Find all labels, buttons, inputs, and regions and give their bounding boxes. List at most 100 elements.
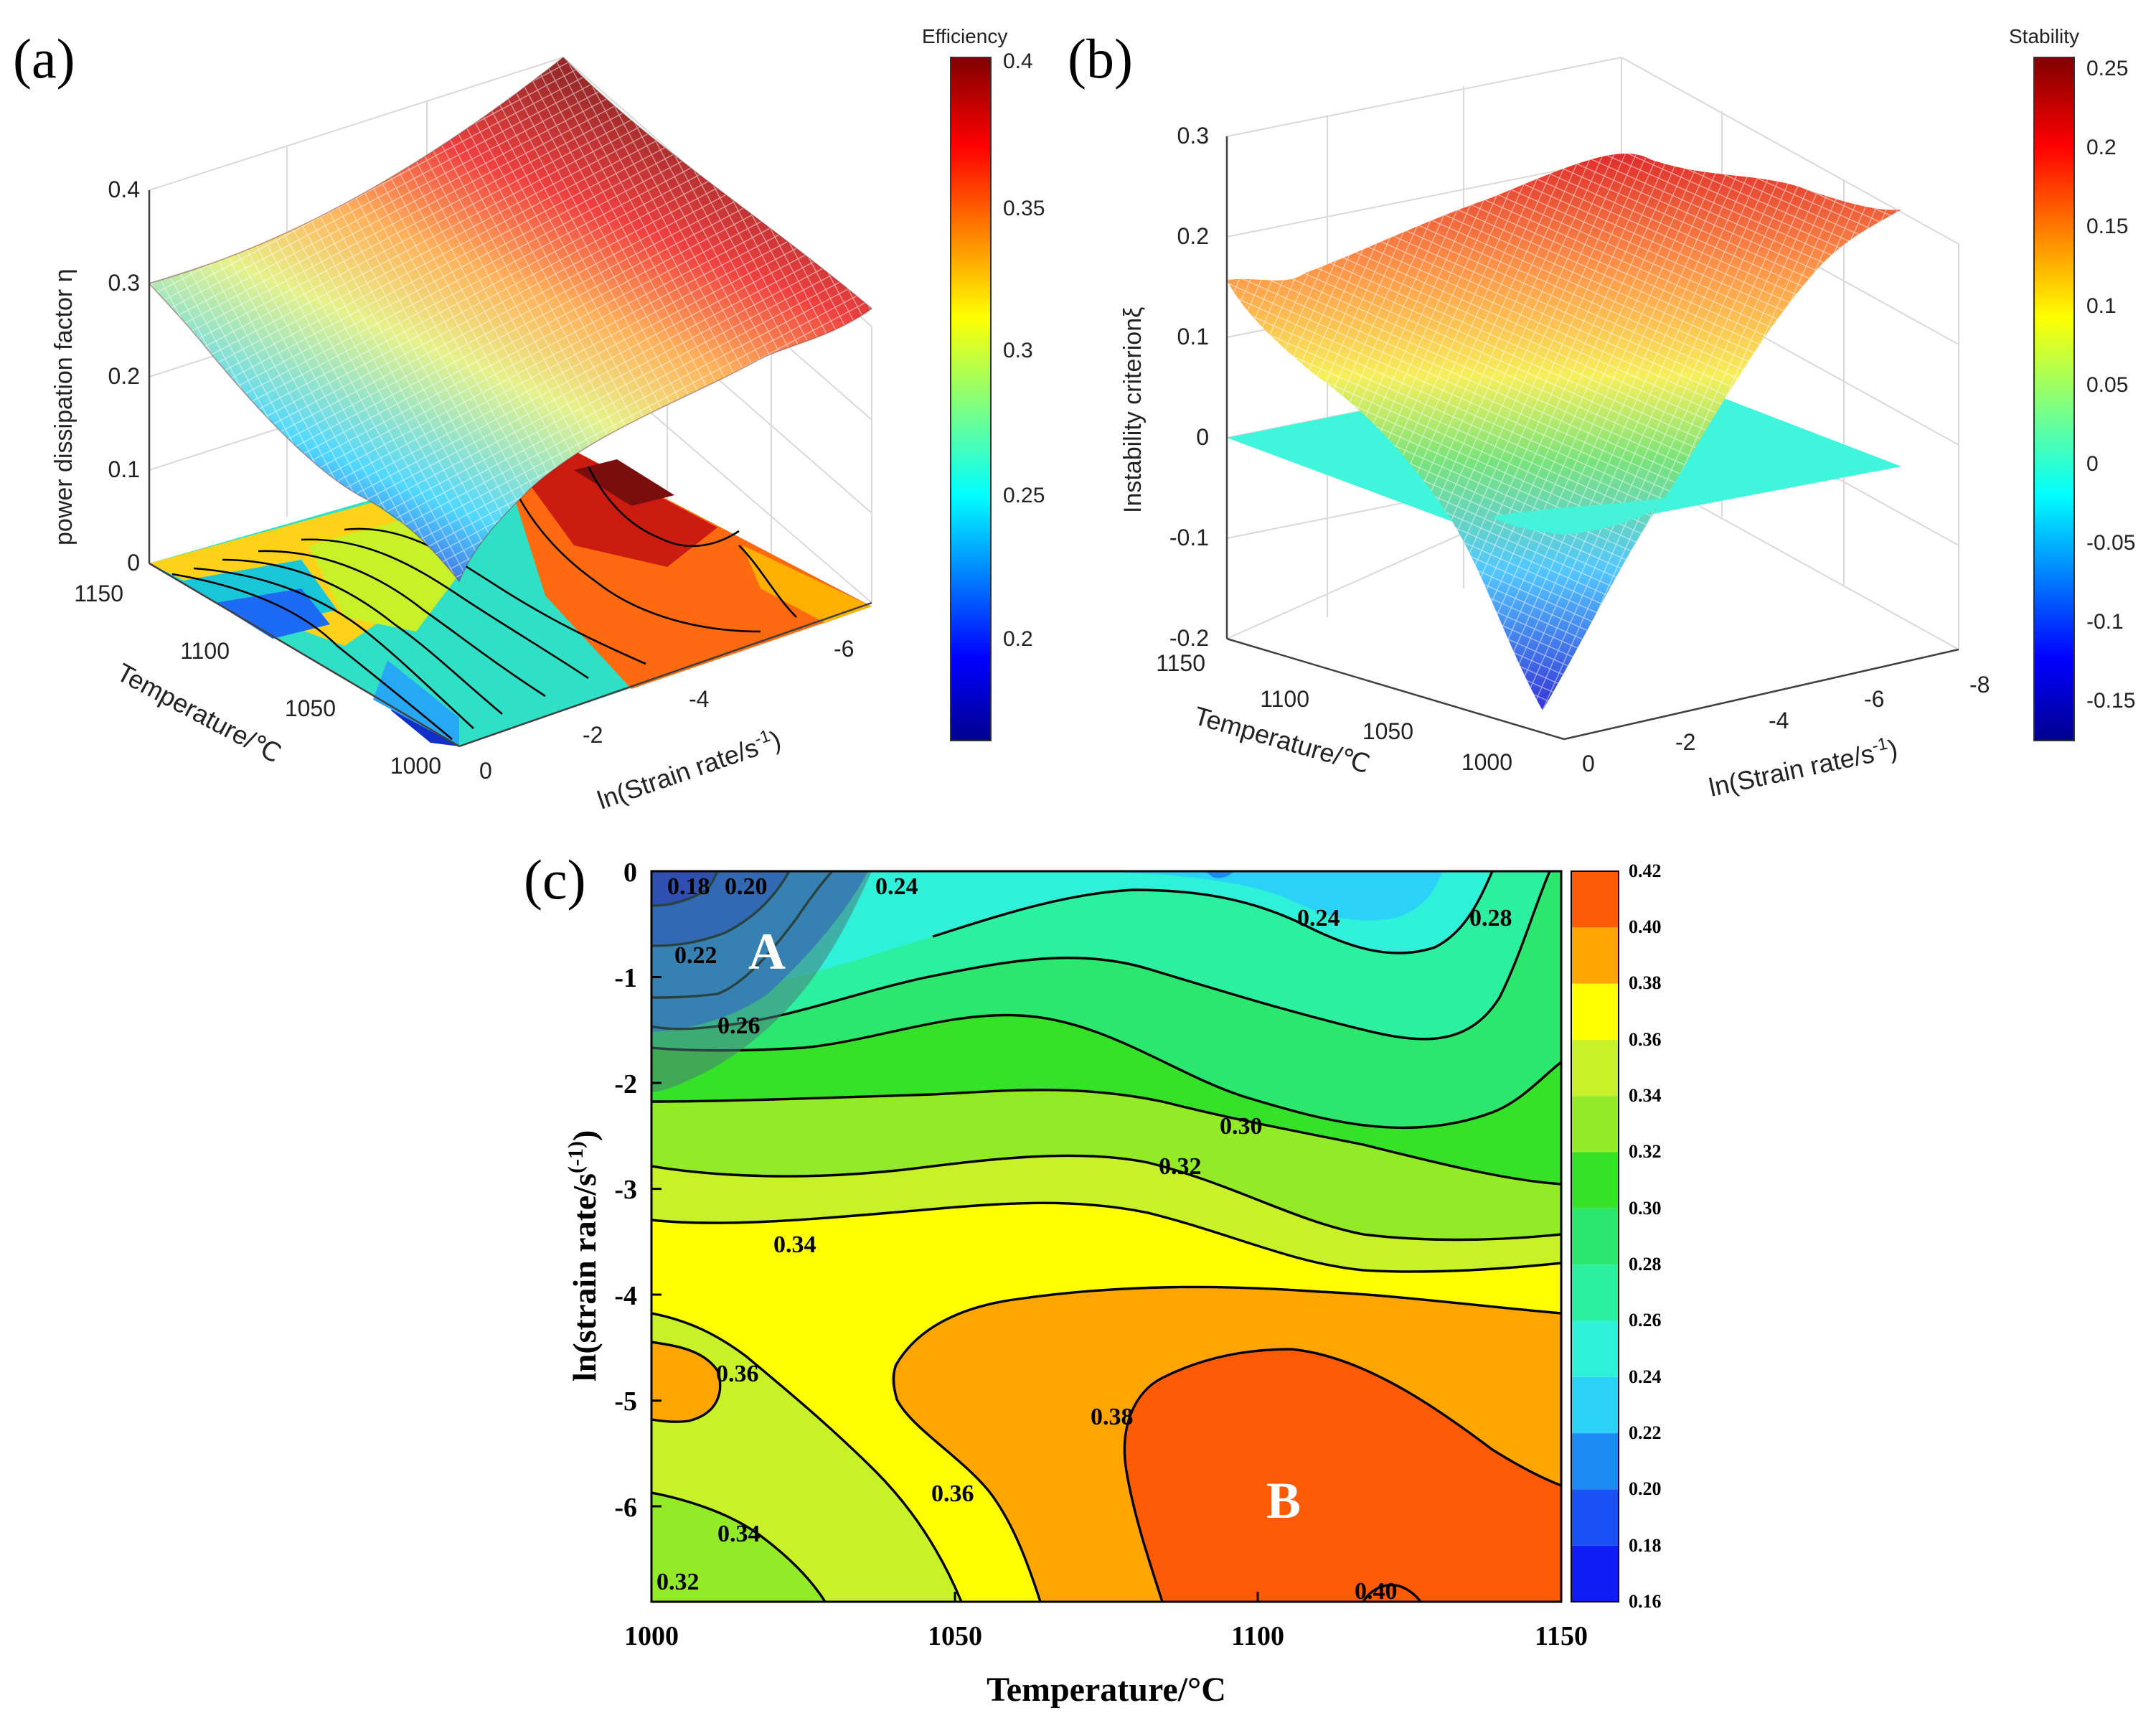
panel-a-surface xyxy=(148,56,873,583)
panel-b-ylabel: ln(Strain rate/s-1) xyxy=(1706,732,1901,802)
panel-a-zlabel: power dissipation factor η xyxy=(50,268,77,545)
panel-b-z-tick: 0 xyxy=(1196,424,1209,450)
panel-c-colorbar-tick: 0.34 xyxy=(1629,1085,1662,1106)
panel-b-z-tick: -0.1 xyxy=(1169,525,1209,550)
panel-c-colorbar-tick: 0.20 xyxy=(1629,1478,1662,1499)
panel-c-y-tick: -2 xyxy=(614,1069,637,1099)
panel-b-colorbar-tick: -0.05 xyxy=(2086,531,2135,555)
panel-b-y-tick: -2 xyxy=(1675,729,1695,755)
contour-label: 0.18 xyxy=(667,873,710,900)
panel-b-colorbar-title: Stability xyxy=(2009,25,2079,47)
colorbar-segment xyxy=(1571,1320,1619,1377)
panel-a-z-tick: 0.4 xyxy=(108,177,140,202)
panel-a-colorbar-title: Efficiency xyxy=(922,25,1007,47)
contour-label: 0.26 xyxy=(717,1013,761,1039)
panel-b-ylabel-main: ln(Strain rate/s xyxy=(1706,738,1877,802)
panel-b-colorbar xyxy=(2033,57,2075,741)
panel-b-x-tick: 1100 xyxy=(1260,686,1309,712)
panel-c-x-tick: 1000 xyxy=(624,1621,679,1651)
panel-c: (c) xyxy=(524,848,1662,1709)
colorbar-segment xyxy=(1571,1264,1619,1321)
panel-b-y-tick: -6 xyxy=(1864,686,1884,712)
panel-b-colorbar-tick: 0.25 xyxy=(2086,57,2128,80)
panel-c-colorbar-ticks: 0.42 0.40 0.38 0.36 0.34 0.32 0.30 0.28 … xyxy=(1629,860,1662,1612)
panel-a-label: (a) xyxy=(13,27,75,90)
panel-b-z-tick: 0.3 xyxy=(1177,123,1209,149)
panel-a-y-tick: 0 xyxy=(479,758,492,784)
colorbar-segment xyxy=(1571,1208,1619,1265)
panel-c-y-ticks: 0 -1 -2 -3 -4 -5 -6 xyxy=(614,858,637,1523)
panel-c-colorbar-tick: 0.26 xyxy=(1629,1310,1662,1330)
panel-c-colorbar-tick: 0.16 xyxy=(1629,1591,1662,1612)
panel-b-colorbar-tick: 0 xyxy=(2086,452,2099,476)
panel-b-z-tick: 0.1 xyxy=(1177,324,1209,349)
panel-b-axis-lines xyxy=(1225,136,1959,741)
panel-b-ylabel-close: ) xyxy=(1886,733,1900,764)
panel-a-colorbar-ticks: 0.4 0.35 0.3 0.25 0.2 xyxy=(1003,50,1045,651)
panel-a-y-tick: -6 xyxy=(834,636,854,662)
contour-label: 0.40 xyxy=(1355,1578,1398,1605)
panel-a-z-tick: 0 xyxy=(127,550,140,576)
colorbar-segment xyxy=(1571,1152,1619,1209)
panel-a-y-tick: -2 xyxy=(583,722,603,748)
panel-a-x-tick: 1000 xyxy=(390,753,441,779)
panel-c-colorbar-tick: 0.24 xyxy=(1629,1366,1662,1387)
panel-b-x-ticks: 1150 1100 1050 1000 xyxy=(1156,650,1512,775)
panel-c-y-tick: -4 xyxy=(614,1281,637,1311)
panel-c-colorbar-tick: 0.30 xyxy=(1629,1198,1662,1219)
colorbar-segment xyxy=(1571,1039,1619,1097)
contour-label: 0.32 xyxy=(1159,1153,1202,1180)
panel-c-colorbar-tick: 0.42 xyxy=(1629,860,1662,881)
contour-label: 0.28 xyxy=(1469,905,1512,931)
panel-a-colorbar-tick: 0.25 xyxy=(1003,484,1045,507)
colorbar-segment xyxy=(1571,1096,1619,1153)
panel-a-floor-contour xyxy=(149,445,872,746)
contour-label: 0.38 xyxy=(1091,1404,1134,1430)
colorbar-frame xyxy=(1571,870,1619,1602)
panel-c-y-tick-marks xyxy=(651,870,1259,1602)
panel-b-surface xyxy=(1227,153,1901,710)
colorbar-segment xyxy=(1571,871,1619,928)
panel-c-colorbar-tick: 0.18 xyxy=(1629,1535,1662,1556)
panel-c-y-tick: -5 xyxy=(614,1386,637,1417)
panel-a-colorbar-tick: 0.4 xyxy=(1003,50,1033,73)
panel-a-colorbar-tick: 0.3 xyxy=(1003,339,1033,362)
region-b-label: B xyxy=(1266,1472,1301,1529)
panel-b-colorbar-tick: 0.05 xyxy=(2086,373,2128,397)
panel-c-y-tick: 0 xyxy=(623,858,637,888)
panel-b-zlabel: Instability criterionξ xyxy=(1119,307,1147,513)
panel-c-colorbar-tick: 0.28 xyxy=(1629,1254,1662,1275)
panel-b-y-tick: 0 xyxy=(1582,751,1595,776)
panel-c-region-a-overlay xyxy=(651,871,872,1092)
panel-b-colorbar-tick: -0.1 xyxy=(2086,610,2124,634)
panel-a-xlabel: Temperature/℃ xyxy=(112,657,286,769)
panel-c-y-tick: -3 xyxy=(614,1175,637,1205)
panel-b-y-tick: -8 xyxy=(1969,672,1990,698)
panel-b-y-tick: -4 xyxy=(1769,708,1789,733)
panel-b-colorbar-tick: -0.15 xyxy=(2086,689,2135,713)
panel-a-ylabel-main: ln(Strain rate/s xyxy=(593,733,762,815)
panel-a-y-tick: -4 xyxy=(689,686,709,712)
panel-b-x-tick: 1050 xyxy=(1362,718,1413,744)
panel-c-x-tick: 1050 xyxy=(928,1621,982,1651)
contour-label: 0.34 xyxy=(717,1521,761,1547)
panel-b-z-tick: -0.2 xyxy=(1169,625,1209,651)
panel-a-axis-lines xyxy=(148,190,872,748)
panel-c-ylabel: ln(strain rate/s(-1)) xyxy=(564,1130,603,1381)
panel-c-y-tick: -6 xyxy=(614,1493,637,1523)
panel-c-label: (c) xyxy=(524,848,586,911)
panel-c-colorbar xyxy=(1571,870,1619,1602)
panel-c-y-tick: -1 xyxy=(614,963,637,993)
contour-label: 0.36 xyxy=(931,1480,974,1507)
panel-a: (a) xyxy=(13,25,1045,815)
panel-c-xlabel: Temperature/°C xyxy=(987,1671,1226,1709)
contour-label: 0.32 xyxy=(656,1569,700,1595)
panel-a-x-tick: 1150 xyxy=(74,581,123,606)
panel-a-x-tick: 1100 xyxy=(180,638,230,664)
panel-b-colorbar-tick: 0.1 xyxy=(2086,294,2117,318)
panel-c-ylabel-main: ln(strain rate/s xyxy=(566,1173,603,1381)
panel-c-contour-labels: 0.18 0.20 0.24 0.24 0.28 0.22 0.26 0.30 … xyxy=(656,873,1512,1605)
panel-c-colorbar-tick: 0.40 xyxy=(1629,916,1662,937)
colorbar-segment xyxy=(1571,927,1619,984)
